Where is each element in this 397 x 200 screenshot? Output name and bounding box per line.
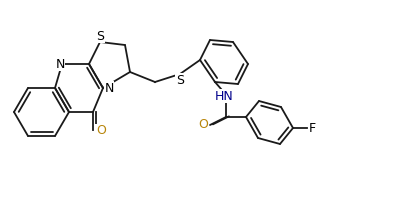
Text: HN: HN: [215, 90, 233, 102]
Text: N: N: [104, 82, 114, 95]
Text: F: F: [308, 121, 316, 134]
Text: O: O: [96, 124, 106, 138]
Text: N: N: [55, 58, 65, 71]
Text: S: S: [176, 73, 184, 86]
Text: O: O: [198, 118, 208, 132]
Text: S: S: [96, 29, 104, 43]
